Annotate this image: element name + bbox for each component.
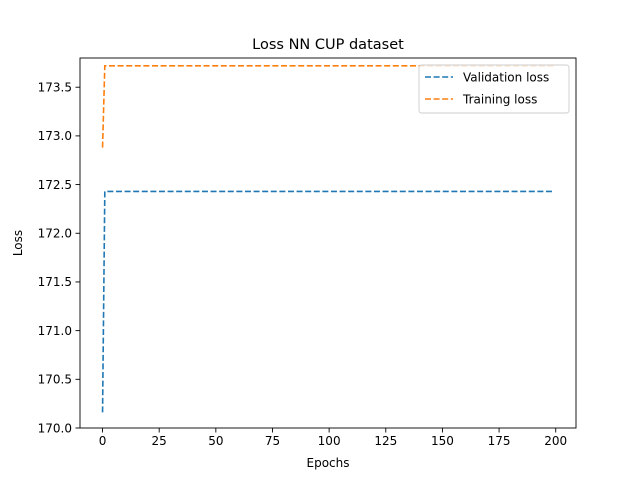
- y-axis-ticks: 170.0 170.5 171.0 171.5 172.0 172.5 173.0 173.5: [38, 81, 80, 436]
- y-tick-label: 173.0: [38, 129, 72, 143]
- plot-frame: [80, 58, 576, 428]
- legend-label-2: Training loss: [462, 92, 537, 106]
- x-tick-label: 0: [99, 434, 107, 448]
- series-layer: [103, 66, 554, 413]
- y-tick-label: 172.0: [38, 227, 72, 241]
- x-tick-label: 200: [544, 434, 567, 448]
- x-tick-label: 100: [318, 434, 341, 448]
- y-tick-label: 171.5: [38, 275, 72, 289]
- y-axis-label: Loss: [11, 230, 25, 256]
- legend: Validation loss Training loss: [419, 65, 569, 113]
- y-tick-label: 170.5: [38, 373, 72, 387]
- y-tick-label: 172.5: [38, 178, 72, 192]
- x-axis-ticks: 0 25 50 75 100 125 150 175 200: [99, 428, 567, 448]
- x-tick-label: 125: [374, 434, 397, 448]
- x-tick-label: 50: [208, 434, 223, 448]
- y-tick-label: 170.0: [38, 421, 72, 435]
- series-line-1: [103, 191, 554, 412]
- x-tick-label: 25: [152, 434, 167, 448]
- y-tick-label: 171.0: [38, 324, 72, 338]
- x-tick-label: 75: [265, 434, 280, 448]
- chart-title: Loss NN CUP dataset: [252, 37, 404, 53]
- x-tick-label: 150: [431, 434, 454, 448]
- y-tick-label: 173.5: [38, 81, 72, 95]
- legend-label-1: Validation loss: [463, 70, 549, 84]
- x-tick-label: 175: [488, 434, 511, 448]
- plot-area: [80, 58, 576, 428]
- x-axis-label: Epochs: [307, 456, 350, 470]
